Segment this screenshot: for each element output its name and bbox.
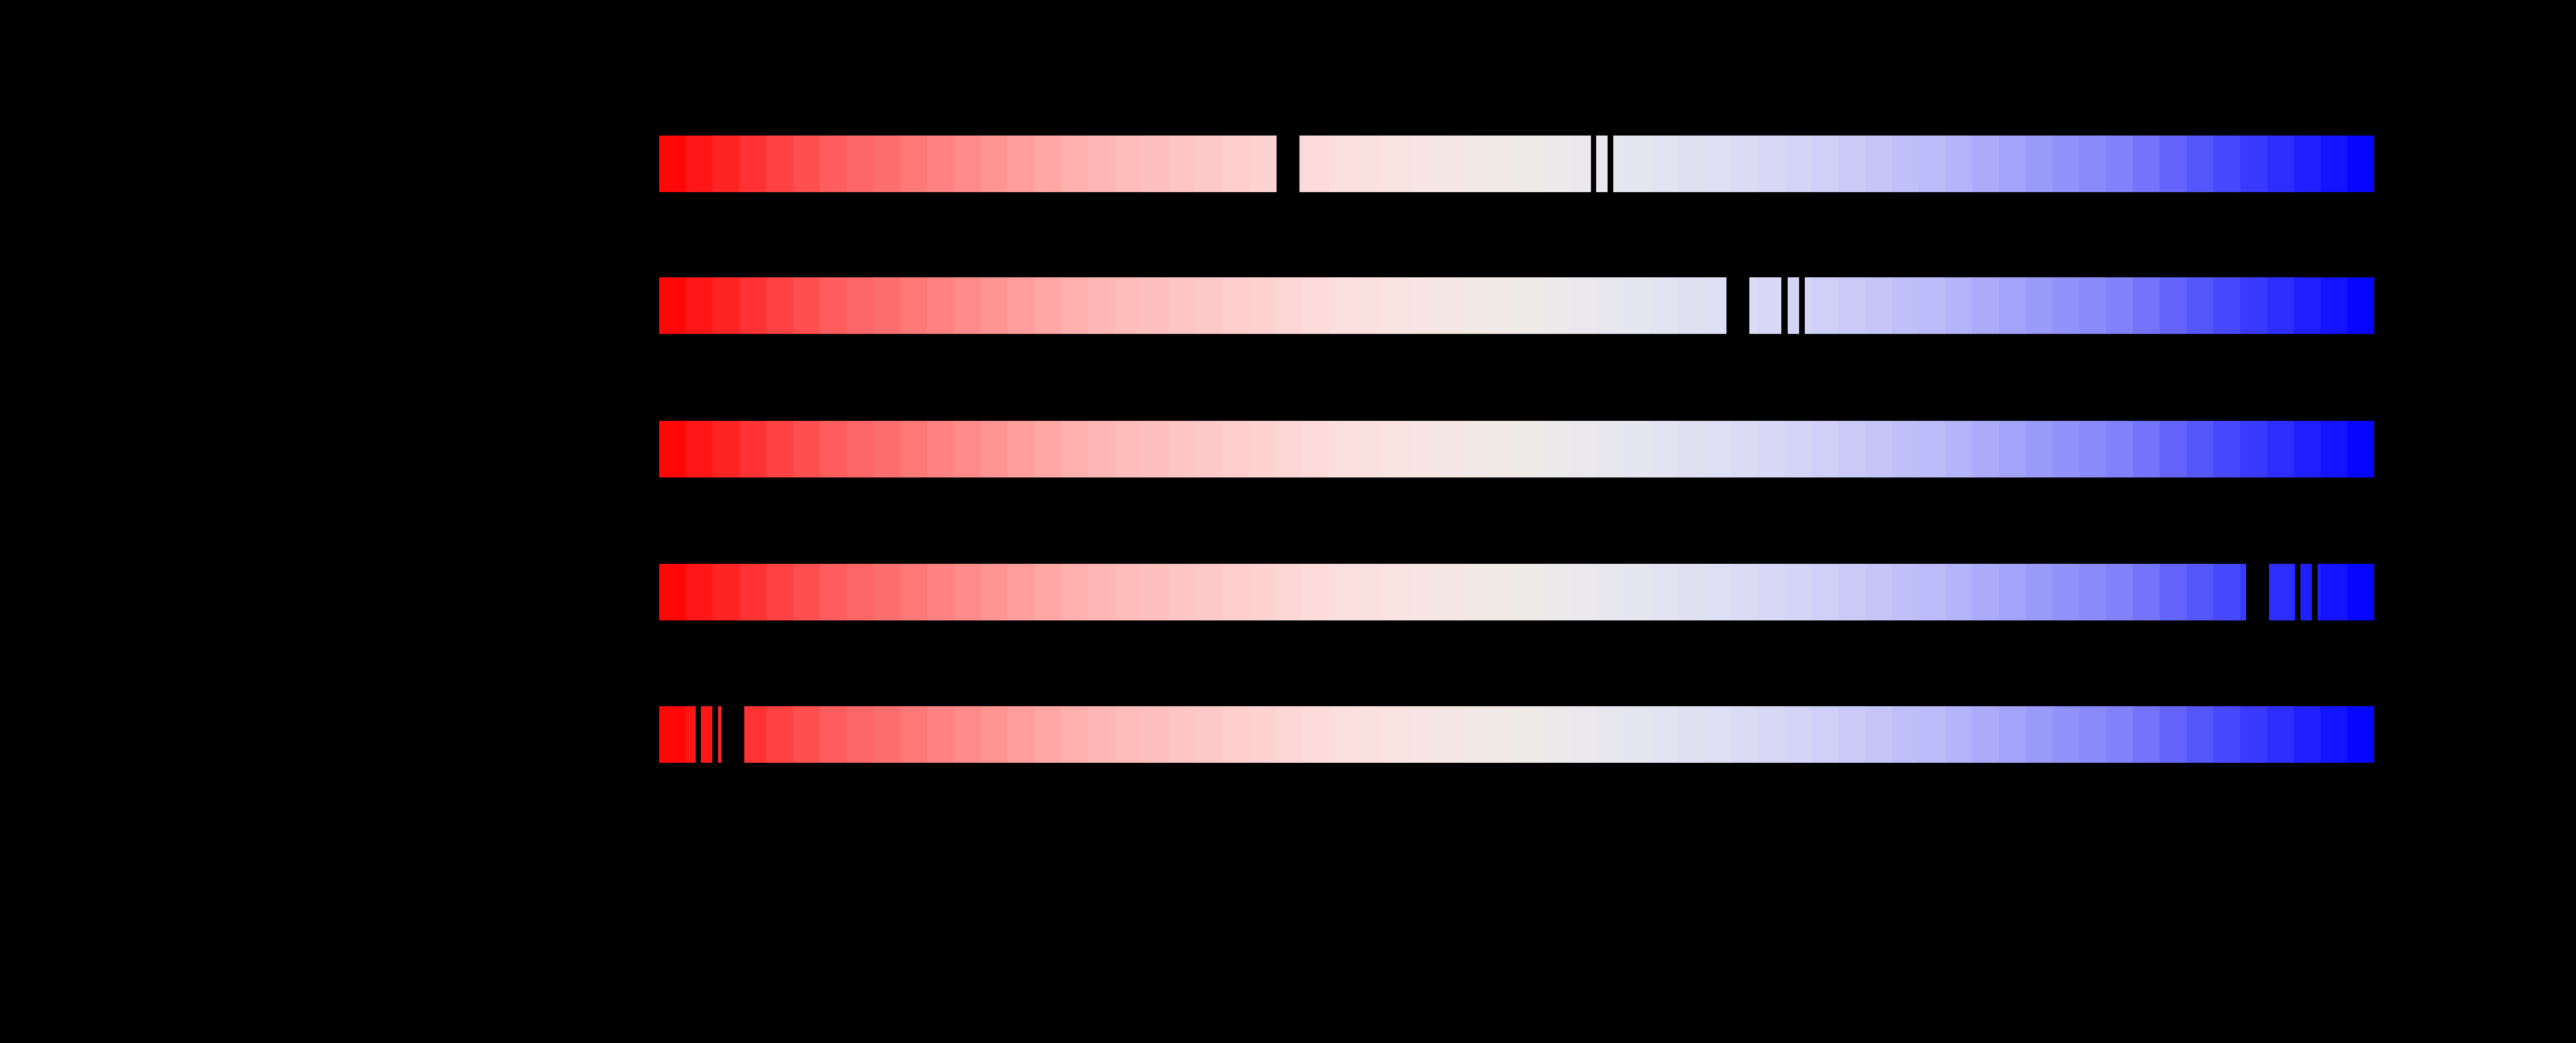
tick-mark-wide (721, 706, 744, 763)
tick-mark-thin (2312, 564, 2318, 620)
tick-mark-thin (696, 706, 701, 763)
tick-mark-thin (1591, 136, 1596, 192)
gradient-bar-4 (659, 564, 2374, 620)
tick-mark-thin (1781, 277, 1788, 334)
gradient-bar-1 (659, 136, 2374, 192)
tick-mark-thin (2295, 564, 2300, 620)
tick-mark-wide (2246, 564, 2269, 620)
tick-mark-thin (1799, 277, 1805, 334)
tick-mark-thin (712, 706, 718, 763)
gradient-bar-2 (659, 277, 2374, 334)
tick-mark-wide (1726, 277, 1749, 334)
tick-mark-wide (1277, 136, 1299, 192)
gradient-bar-3 (659, 421, 2374, 477)
tick-mark-thin (1608, 136, 1613, 192)
gradient-bar-5 (659, 706, 2374, 763)
